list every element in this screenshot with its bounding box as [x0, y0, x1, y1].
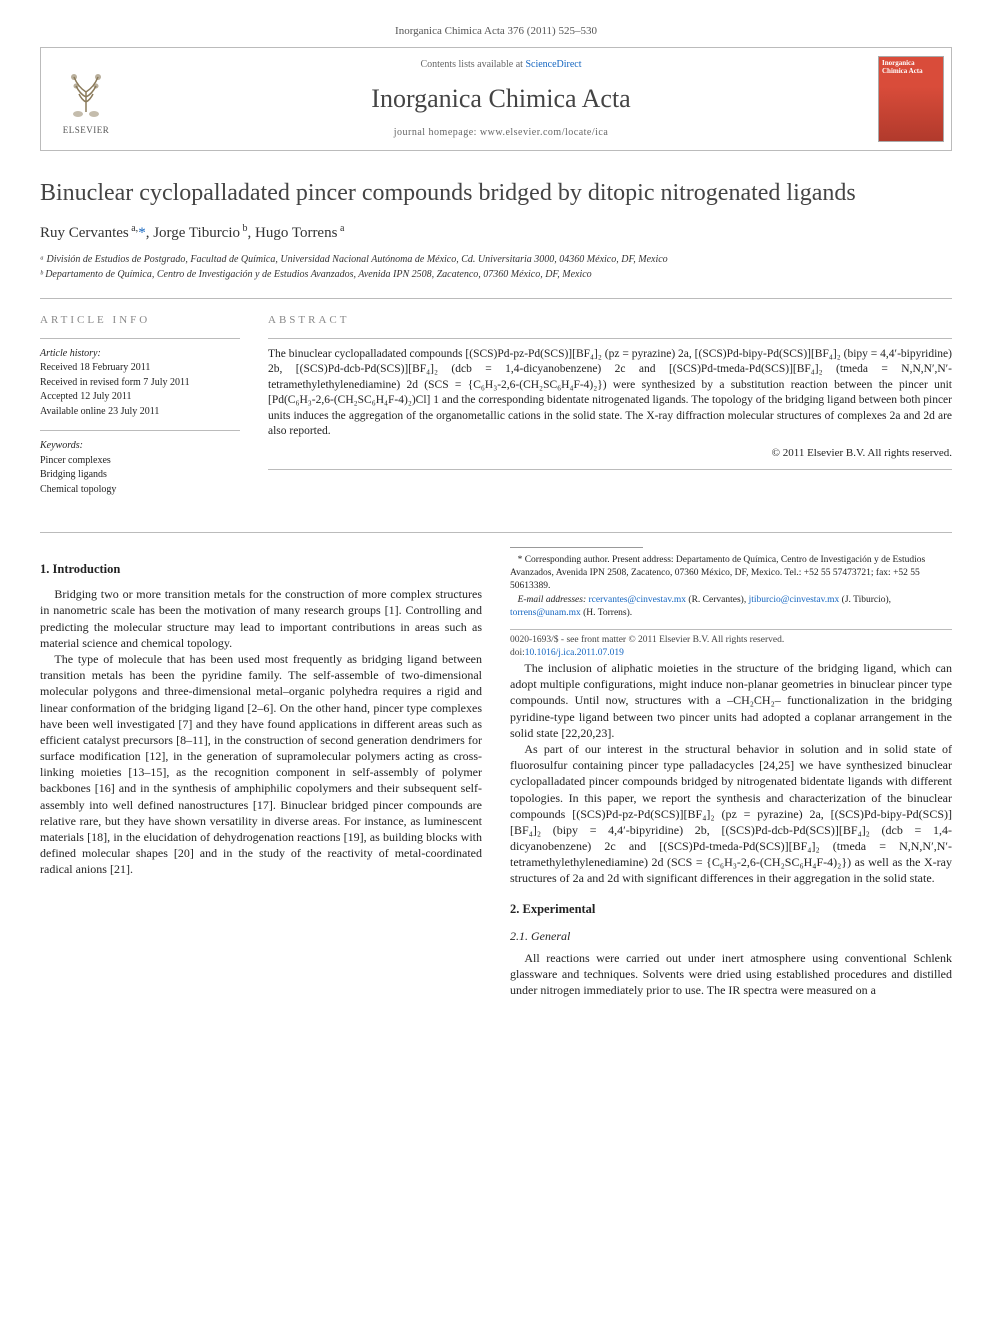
corresponding-author-mark[interactable]: *: [138, 225, 146, 241]
history-accepted: Accepted 12 July 2011: [40, 390, 240, 404]
abstract-text: The binuclear cyclopalladated compounds …: [268, 347, 952, 440]
keyword-3: Chemical topology: [40, 483, 240, 497]
author-3[interactable]: Hugo Torrens: [255, 225, 337, 241]
keyword-1: Pincer complexes: [40, 454, 240, 468]
article-history: Article history: Received 18 February 20…: [40, 347, 240, 419]
author-2-affil: b: [240, 223, 248, 234]
cover-image: Inorganica Chimica Acta: [878, 56, 944, 142]
front-matter-line: 0020-1693/$ - see front matter © 2011 El…: [510, 634, 952, 647]
author-list: Ruy Cervantes a,*, Jorge Tiburcio b, Hug…: [40, 222, 952, 243]
abstract-heading: ABSTRACT: [268, 313, 952, 328]
footnote-separator: [510, 547, 643, 548]
divider: [510, 629, 952, 630]
paper-title: Binuclear cyclopalladated pincer compoun…: [40, 179, 952, 208]
email-addresses: E-mail addresses: rcervantes@cinvestav.m…: [510, 594, 952, 620]
info-abstract-row: ARTICLE INFO Article history: Received 1…: [40, 313, 952, 508]
journal-homepage: journal homepage: www.elsevier.com/locat…: [139, 126, 863, 140]
divider: [268, 338, 952, 339]
doi-link[interactable]: 10.1016/j.ica.2011.07.019: [525, 648, 624, 658]
divider: [40, 338, 240, 339]
section-2-1-heading: 2.1. General: [510, 928, 952, 944]
divider: [268, 469, 952, 470]
elsevier-tree-icon: [56, 62, 116, 122]
author-1-affil: a,: [129, 223, 138, 234]
journal-name: Inorganica Chimica Acta: [139, 81, 863, 116]
paragraph: The inclusion of aliphatic moieties in t…: [510, 660, 952, 741]
title-block: Binuclear cyclopalladated pincer compoun…: [40, 179, 952, 282]
section-1-heading: 1. Introduction: [40, 561, 482, 578]
sciencedirect-link[interactable]: ScienceDirect: [525, 59, 581, 70]
article-info: ARTICLE INFO Article history: Received 1…: [40, 313, 240, 508]
journal-citation: Inorganica Chimica Acta 376 (2011) 525–5…: [40, 24, 952, 39]
abstract: ABSTRACT The binuclear cyclopalladated c…: [268, 313, 952, 508]
article-info-heading: ARTICLE INFO: [40, 313, 240, 328]
divider: [40, 532, 952, 533]
article-body: 1. Introduction Bridging two or more tra…: [40, 547, 952, 998]
contents-available: Contents lists available at ScienceDirec…: [139, 58, 863, 72]
divider: [40, 298, 952, 299]
abstract-copyright: © 2011 Elsevier B.V. All rights reserved…: [268, 446, 952, 461]
journal-header: ELSEVIER Contents lists available at Sci…: [40, 47, 952, 151]
footnotes: * Corresponding author. Present address:…: [510, 554, 952, 619]
history-received: Received 18 February 2011: [40, 361, 240, 375]
affiliation-b: ᵇ Departamento de Química, Centro de Inv…: [40, 268, 952, 282]
homepage-prefix: journal homepage:: [394, 127, 480, 138]
contents-prefix: Contents lists available at: [420, 59, 525, 70]
history-label: Article history:: [40, 347, 240, 361]
author-3-affil: a: [337, 223, 344, 234]
journal-cover-thumbnail[interactable]: Inorganica Chimica Acta: [871, 48, 951, 150]
keywords: Keywords: Pincer complexes Bridging liga…: [40, 439, 240, 496]
email-link-1[interactable]: rcervantes@cinvestav.mx: [588, 595, 686, 605]
affiliation-a: ᵃ División de Estudios de Postgrado, Fac…: [40, 253, 952, 267]
email-link-3[interactable]: torrens@unam.mx: [510, 608, 581, 618]
paragraph: All reactions were carried out under ine…: [510, 950, 952, 999]
keywords-label: Keywords:: [40, 439, 240, 453]
history-revised: Received in revised form 7 July 2011: [40, 376, 240, 390]
paragraph: As part of our interest in the structura…: [510, 741, 952, 887]
emails-label: E-mail addresses:: [518, 595, 587, 605]
author-1[interactable]: Ruy Cervantes: [40, 225, 129, 241]
doi-prefix: doi:: [510, 648, 525, 658]
divider: [40, 430, 240, 431]
section-2-heading: 2. Experimental: [510, 901, 952, 918]
paragraph: Bridging two or more transition metals f…: [40, 586, 482, 651]
author-2[interactable]: Jorge Tiburcio: [153, 225, 240, 241]
email-link-2[interactable]: jtiburcio@cinvestav.mx: [749, 595, 840, 605]
corresponding-author-note: * Corresponding author. Present address:…: [510, 554, 952, 592]
paragraph: The type of molecule that has been used …: [40, 651, 482, 878]
publisher-logo[interactable]: ELSEVIER: [41, 48, 131, 150]
header-center: Contents lists available at ScienceDirec…: [131, 48, 871, 150]
doi-block: 0020-1693/$ - see front matter © 2011 El…: [510, 634, 952, 660]
keyword-2: Bridging ligands: [40, 468, 240, 482]
publisher-name: ELSEVIER: [63, 124, 110, 136]
cover-title: Inorganica Chimica Acta: [882, 60, 940, 75]
homepage-url[interactable]: www.elsevier.com/locate/ica: [480, 127, 608, 138]
history-online: Available online 23 July 2011: [40, 405, 240, 419]
